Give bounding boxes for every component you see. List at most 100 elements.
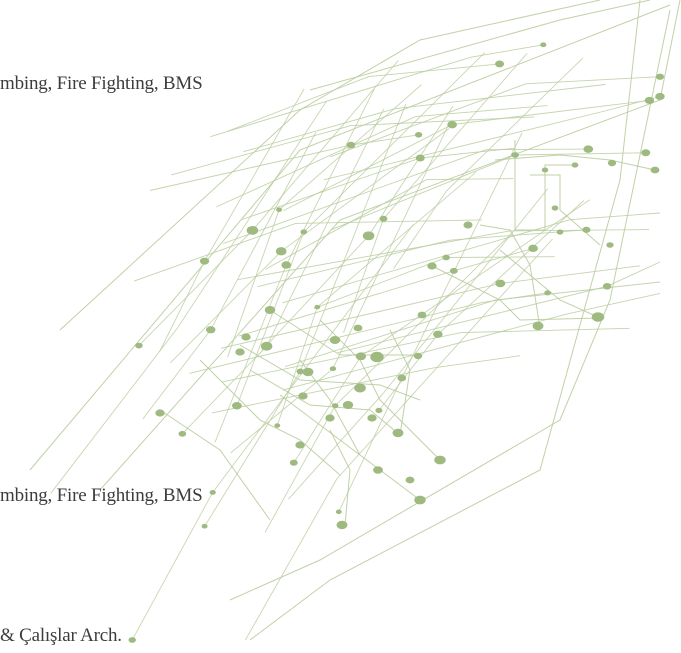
circuit-node xyxy=(655,73,665,80)
circuit-node xyxy=(413,352,423,360)
circuit-node xyxy=(551,205,559,211)
circuit-node xyxy=(373,466,383,474)
circuit-trace xyxy=(59,0,601,331)
circuit-node xyxy=(641,149,651,157)
circuit-node xyxy=(298,392,308,400)
circuit-node xyxy=(276,207,283,213)
circuit-node xyxy=(231,401,242,410)
circuit-trace xyxy=(393,57,584,269)
document-text-line: mbing, Fire Fighting, BMS xyxy=(0,485,203,506)
circuit-node xyxy=(275,247,287,256)
circuit-node xyxy=(375,407,383,414)
circuit-node xyxy=(606,242,614,248)
circuit-node xyxy=(414,131,423,138)
circuit-trace xyxy=(243,84,606,153)
circuit-node xyxy=(463,221,473,229)
circuit-node xyxy=(434,455,446,465)
circuit-trace xyxy=(288,188,549,500)
circuit-node xyxy=(329,366,337,372)
circuit-trace xyxy=(214,88,375,443)
circuit-trace xyxy=(238,229,650,281)
document-text-line: mbing, Fire Fighting, BMS xyxy=(0,73,203,94)
circuit-node xyxy=(495,279,506,288)
circuit-trace xyxy=(227,63,500,132)
circuit-node xyxy=(392,428,404,438)
circuit-node xyxy=(532,321,544,331)
circuit-node xyxy=(241,333,251,341)
circuit-trace xyxy=(514,140,575,231)
circuit-node xyxy=(556,229,564,235)
circuit-node xyxy=(367,414,377,422)
circuit-node xyxy=(331,403,339,409)
circuit-node xyxy=(296,368,305,375)
circuit-trace xyxy=(133,219,483,282)
circuit-node xyxy=(417,311,427,319)
circuit-node xyxy=(544,290,551,296)
circuit-node xyxy=(353,324,363,332)
circuit-trace xyxy=(50,100,327,494)
circuit-trace xyxy=(159,409,271,521)
circuit-trace xyxy=(329,429,351,526)
circuit-node xyxy=(442,254,450,261)
circuit-trace xyxy=(282,212,661,304)
circuit-trace xyxy=(276,171,477,426)
circuit-trace xyxy=(269,309,420,356)
circuit-trace xyxy=(284,281,661,368)
circuit-node xyxy=(295,441,305,449)
circuit-node xyxy=(583,145,594,153)
circuit-node xyxy=(302,367,314,377)
circuit-node xyxy=(571,162,579,168)
circuit-trace xyxy=(429,264,601,321)
circuit-node xyxy=(329,336,341,344)
circuit-node xyxy=(300,229,308,235)
circuit-trace xyxy=(499,249,601,319)
circuit-node xyxy=(314,304,321,310)
circuit-node xyxy=(289,459,298,466)
circuit-trace xyxy=(245,238,553,641)
circuit-node xyxy=(397,374,407,382)
circuit-node xyxy=(264,306,276,314)
circuit-node xyxy=(541,167,549,173)
circuit-node xyxy=(128,637,136,643)
circuit-node xyxy=(260,341,273,351)
circuit-trace xyxy=(138,60,399,346)
circuit-node xyxy=(449,267,458,274)
circuit-node xyxy=(540,42,547,48)
circuit-node xyxy=(155,409,165,417)
circuit-node xyxy=(201,523,208,529)
circuit-node xyxy=(447,120,457,129)
circuit-node xyxy=(655,92,665,101)
circuit-node xyxy=(354,383,366,393)
circuit-node xyxy=(433,330,443,338)
circuit-node xyxy=(415,154,425,162)
circuit-node xyxy=(495,60,505,68)
circuit-trace xyxy=(279,394,421,501)
circuit-trace xyxy=(249,0,641,641)
circuit-trace xyxy=(222,327,630,383)
circuit-node xyxy=(414,495,426,505)
circuit-trace xyxy=(241,147,515,220)
circuit-node xyxy=(591,312,605,322)
circuit-node xyxy=(370,351,384,363)
circuit-node xyxy=(582,226,591,233)
circuit-node xyxy=(607,159,617,167)
circuit-trace xyxy=(330,76,661,158)
circuit-node xyxy=(362,231,375,241)
circuit-trace xyxy=(189,292,548,374)
circuit-node xyxy=(335,509,342,515)
circuit-node xyxy=(342,401,354,409)
circuit-trace xyxy=(29,4,671,471)
circuit-trace xyxy=(211,355,521,414)
circuit-node xyxy=(199,257,210,265)
circuit-trace xyxy=(239,344,421,401)
circuit-trace xyxy=(199,359,341,476)
circuit-node xyxy=(346,141,356,149)
circuit-node xyxy=(281,261,292,269)
circuit-trace xyxy=(223,148,589,244)
circuit-trace xyxy=(530,174,601,246)
circuit-trace xyxy=(494,154,656,171)
circuit-node xyxy=(209,489,216,495)
circuit-trace xyxy=(479,224,541,329)
circuit-node xyxy=(235,348,245,356)
